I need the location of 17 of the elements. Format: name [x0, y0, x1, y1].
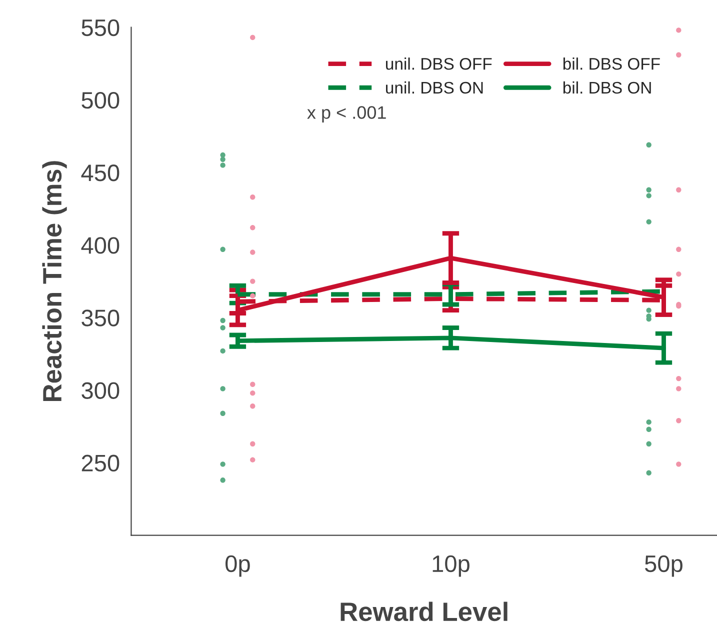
y-tick-label: 250 [82, 454, 120, 472]
y-tick-label: 500 [82, 92, 120, 109]
x-tick-label: 0p [226, 555, 250, 577]
legend-label: bil. DBS OFF [563, 58, 660, 70]
x-tick-label: 50p [644, 555, 682, 577]
annotation: x p < .001 [307, 106, 386, 122]
x-tick-label: 10p [432, 555, 470, 577]
y-tick-label: 450 [81, 164, 120, 182]
y-axis-title: Reaction Time (ms) [42, 161, 67, 402]
y-tick-label: 350 [82, 310, 120, 326]
legend-label: unil. DBS ON [386, 81, 483, 94]
legend-label: unil. DBS OFF [386, 58, 492, 70]
legend-label: bil. DBS ON [563, 81, 651, 94]
y-tick-label: 300 [82, 382, 120, 399]
y-tick-label: 400 [81, 237, 120, 254]
y-tick-label: 550 [82, 19, 120, 36]
x-axis-title: Reward Level [340, 602, 508, 622]
